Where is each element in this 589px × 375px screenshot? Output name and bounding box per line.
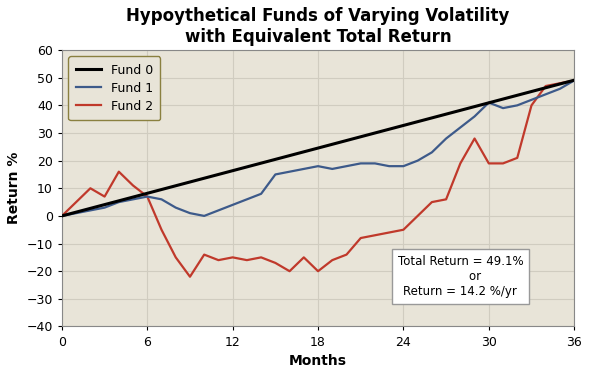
Fund 1 xyxy=(243,197,250,202)
Fund 2 xyxy=(442,197,449,202)
Fund 1 xyxy=(115,200,123,204)
Fund 1 xyxy=(58,214,65,218)
Fund 1 xyxy=(442,136,449,141)
Fund 2 xyxy=(243,258,250,262)
Fund 1 xyxy=(201,214,208,218)
Line: Fund 2: Fund 2 xyxy=(62,81,574,277)
Fund 1 xyxy=(343,164,350,168)
Fund 1 xyxy=(414,158,421,163)
Fund 1 xyxy=(400,164,407,168)
Fund 1 xyxy=(130,197,137,202)
Fund 1 xyxy=(471,114,478,118)
Fund 2 xyxy=(542,84,550,88)
X-axis label: Months: Months xyxy=(289,354,347,368)
Fund 2 xyxy=(257,255,264,260)
Fund 2 xyxy=(485,161,492,166)
Fund 2 xyxy=(571,78,578,83)
Fund 2 xyxy=(329,258,336,262)
Fund 2 xyxy=(528,103,535,108)
Fund 1 xyxy=(215,208,222,213)
Fund 1 xyxy=(514,103,521,108)
Fund 1 xyxy=(372,161,379,166)
Fund 1 xyxy=(428,150,435,154)
Fund 2 xyxy=(400,228,407,232)
Text: Total Return = 49.1%
        or
Return = 14.2 %/yr: Total Return = 49.1% or Return = 14.2 %/… xyxy=(398,255,523,298)
Fund 1 xyxy=(187,211,194,215)
Fund 2 xyxy=(315,269,322,273)
Fund 2 xyxy=(172,255,179,260)
Y-axis label: Return %: Return % xyxy=(7,152,21,225)
Fund 1 xyxy=(528,98,535,102)
Fund 2 xyxy=(286,269,293,273)
Fund 2 xyxy=(115,170,123,174)
Fund 2 xyxy=(201,252,208,257)
Fund 2 xyxy=(300,255,307,260)
Fund 2 xyxy=(87,186,94,190)
Fund 2 xyxy=(557,81,564,86)
Fund 2 xyxy=(343,252,350,257)
Fund 1 xyxy=(457,125,464,130)
Fund 2 xyxy=(58,214,65,218)
Fund 1 xyxy=(386,164,393,168)
Fund 1 xyxy=(542,92,550,96)
Fund 1 xyxy=(485,100,492,105)
Fund 1 xyxy=(571,78,578,83)
Fund 2 xyxy=(386,230,393,235)
Fund 1 xyxy=(315,164,322,168)
Fund 1 xyxy=(300,166,307,171)
Fund 2 xyxy=(229,255,236,260)
Fund 2 xyxy=(357,236,364,240)
Fund 2 xyxy=(414,214,421,218)
Fund 2 xyxy=(144,194,151,199)
Fund 2 xyxy=(272,261,279,265)
Legend: Fund 0, Fund 1, Fund 2: Fund 0, Fund 1, Fund 2 xyxy=(68,56,160,120)
Fund 1 xyxy=(257,192,264,196)
Fund 1 xyxy=(72,211,80,215)
Fund 1 xyxy=(286,170,293,174)
Title: Hypoythetical Funds of Varying Volatility
with Equivalent Total Return: Hypoythetical Funds of Varying Volatilit… xyxy=(127,7,509,46)
Fund 1 xyxy=(229,202,236,207)
Fund 1 xyxy=(87,208,94,213)
Fund 2 xyxy=(499,161,507,166)
Fund 1 xyxy=(172,206,179,210)
Fund 2 xyxy=(130,183,137,188)
Fund 1 xyxy=(158,197,165,202)
Fund 2 xyxy=(101,194,108,199)
Fund 1 xyxy=(357,161,364,166)
Fund 1 xyxy=(144,194,151,199)
Fund 1 xyxy=(557,87,564,91)
Fund 1 xyxy=(329,166,336,171)
Fund 2 xyxy=(457,161,464,166)
Fund 2 xyxy=(471,136,478,141)
Fund 2 xyxy=(72,200,80,204)
Fund 2 xyxy=(158,228,165,232)
Fund 2 xyxy=(372,233,379,237)
Line: Fund 1: Fund 1 xyxy=(62,81,574,216)
Fund 1 xyxy=(499,106,507,110)
Fund 2 xyxy=(514,156,521,160)
Fund 2 xyxy=(215,258,222,262)
Fund 1 xyxy=(272,172,279,177)
Fund 2 xyxy=(428,200,435,204)
Fund 2 xyxy=(187,274,194,279)
Fund 1 xyxy=(101,206,108,210)
